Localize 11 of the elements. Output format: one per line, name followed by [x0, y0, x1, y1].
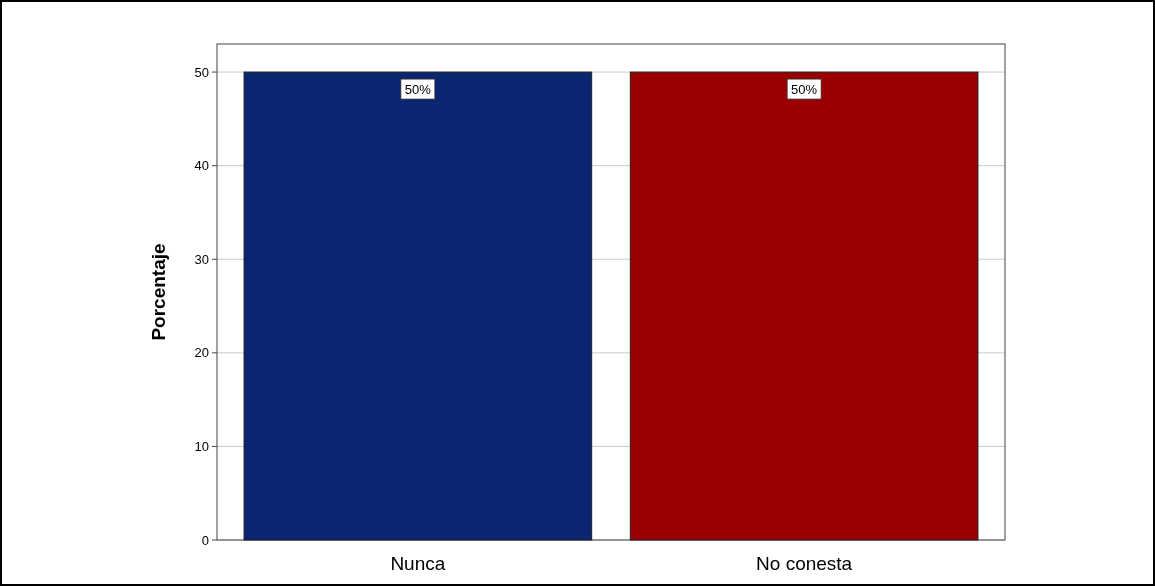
- y-tick-label: 10: [194, 438, 209, 454]
- y-tick-label: 40: [194, 158, 209, 174]
- data-label: 50%: [791, 81, 818, 97]
- y-tick-label: 0: [201, 532, 209, 548]
- y-axis-title: Porcentaje: [148, 243, 169, 341]
- y-tick-label: 50: [194, 64, 209, 80]
- x-tick-label: Nunca: [390, 553, 446, 574]
- data-label: 50%: [404, 81, 432, 97]
- y-tick-label: 20: [194, 345, 209, 361]
- x-tick-label: No conesta: [756, 553, 853, 574]
- y-tick-label: 30: [194, 251, 209, 267]
